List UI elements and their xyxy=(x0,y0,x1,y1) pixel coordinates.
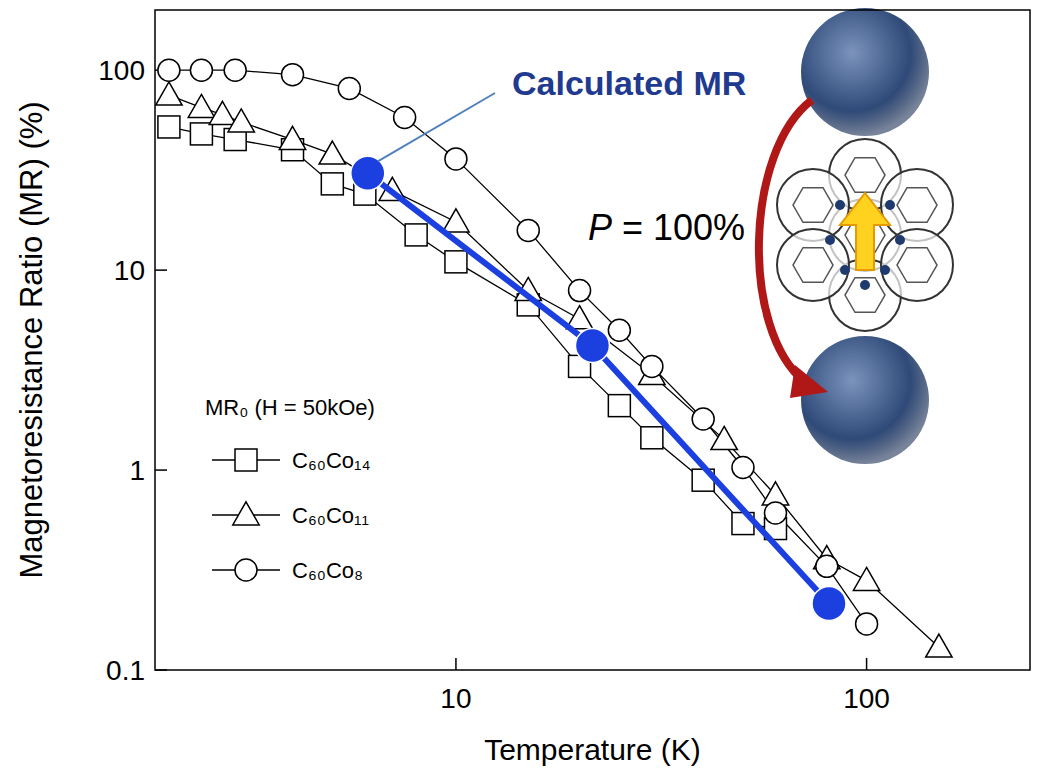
legend-label: C₆₀Co₈ xyxy=(292,558,363,583)
spin-arrow xyxy=(759,100,812,382)
y-tick xyxy=(155,269,167,271)
fullerene-hex xyxy=(897,248,937,283)
series-marker xyxy=(926,634,952,657)
sphere-top xyxy=(801,8,929,136)
series-marker xyxy=(641,355,663,377)
calculated-marker xyxy=(351,156,385,190)
fullerene-hex xyxy=(793,248,833,283)
series-marker xyxy=(158,116,180,138)
fullerene-hex xyxy=(845,278,885,313)
fullerene-hex xyxy=(897,188,937,223)
series-marker xyxy=(517,219,539,241)
plot-area xyxy=(156,59,952,657)
series-marker xyxy=(764,502,786,524)
fullerene-hex xyxy=(793,188,833,223)
series-marker xyxy=(228,109,254,132)
inset-illustration xyxy=(759,8,953,464)
series-line xyxy=(169,127,776,529)
series-marker xyxy=(338,77,360,99)
series-marker xyxy=(405,224,427,246)
annotation-part: = 100% xyxy=(612,207,745,248)
co-atom xyxy=(825,235,835,245)
series-marker xyxy=(692,408,714,430)
legend-label: C₆₀Co₁₄ xyxy=(292,448,370,473)
series-line xyxy=(169,95,939,647)
series-marker xyxy=(209,101,235,124)
series-marker xyxy=(224,59,246,81)
legend-label: C₆₀Co₁₁ xyxy=(292,503,369,528)
y-tick-label: 1 xyxy=(129,455,145,486)
sphere-bottom xyxy=(801,336,929,464)
y-axis-title: Magnetoresistance Ratio (MR) (%) xyxy=(14,101,49,578)
series-marker xyxy=(158,59,180,81)
callout-leader xyxy=(378,93,495,161)
moment-arrow xyxy=(840,193,890,270)
x-tick xyxy=(455,658,457,670)
series-marker xyxy=(443,209,469,232)
legend-marker xyxy=(235,559,257,581)
chart: 0.1 1 10 100 10 100 Temperature (K) Magnetoresi… xyxy=(0,0,1040,771)
series-marker xyxy=(279,126,305,149)
callout-label: Calculated MR xyxy=(512,64,746,102)
legend-marker xyxy=(235,449,257,471)
x-tick-label: 100 xyxy=(843,683,890,714)
y-tick-label: 0.1 xyxy=(106,655,145,686)
y-tick xyxy=(155,669,167,671)
x-tick-label: 10 xyxy=(440,683,471,714)
series-marker xyxy=(856,613,878,635)
fullerene xyxy=(777,229,849,301)
series-marker xyxy=(816,555,838,577)
series-marker xyxy=(608,319,630,341)
co-atom xyxy=(860,280,870,290)
y-tick xyxy=(155,469,167,471)
series-marker xyxy=(190,123,212,145)
calculated-marker xyxy=(812,587,846,621)
fullerene-hex xyxy=(845,158,885,193)
series-marker xyxy=(853,567,879,590)
series-marker xyxy=(445,148,467,170)
calculated-line xyxy=(368,173,829,603)
series-marker xyxy=(608,395,630,417)
series-line xyxy=(169,70,867,624)
x-tick xyxy=(866,658,868,670)
y-tick-label: 10 xyxy=(114,255,145,286)
fullerene xyxy=(881,229,953,301)
co-atom xyxy=(840,265,850,275)
co-atom xyxy=(835,200,845,210)
series-marker xyxy=(445,251,467,273)
annotation: P = 100% xyxy=(588,207,745,248)
legend-marker xyxy=(233,502,259,525)
series-marker xyxy=(711,426,737,449)
series-marker xyxy=(319,141,345,164)
co-atom xyxy=(895,235,905,245)
plot-frame xyxy=(155,10,1030,670)
co-atom xyxy=(885,200,895,210)
series-marker xyxy=(190,59,212,81)
series-marker xyxy=(641,427,663,449)
annotation-part: P xyxy=(588,207,612,248)
y-tick-label: 100 xyxy=(98,55,145,86)
series-marker xyxy=(394,106,416,128)
legend-title: MR₀ (H = 50kOe) xyxy=(205,395,375,420)
x-axis-title: Temperature (K) xyxy=(484,733,701,766)
legend: MR₀ (H = 50kOe) C₆₀Co₁₄ C₆₀Co₁₁ C₆₀Co₈ xyxy=(205,395,375,583)
series-marker xyxy=(188,94,214,117)
co-atom xyxy=(880,265,890,275)
series-marker xyxy=(732,456,754,478)
calculated-marker xyxy=(575,328,609,362)
series-marker xyxy=(282,64,304,86)
spin-arrow-head xyxy=(790,365,828,398)
series-marker xyxy=(321,173,343,195)
series-marker xyxy=(569,280,591,302)
series-marker xyxy=(156,82,182,105)
